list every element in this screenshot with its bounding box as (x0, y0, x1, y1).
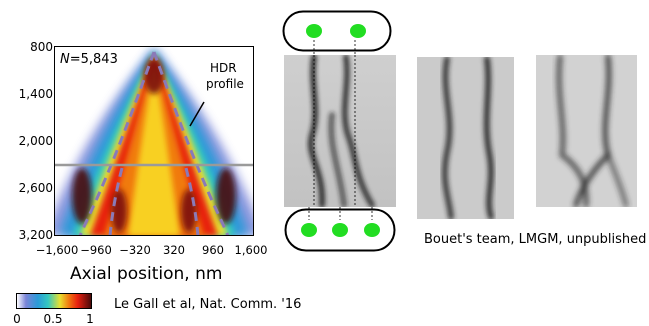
x-tick: −960 (80, 243, 112, 257)
kymograph-image (417, 57, 514, 219)
cell-two-foci-icon (282, 10, 392, 52)
guide-lines (308, 40, 373, 220)
colorbar (16, 293, 92, 309)
kymograph-image (536, 55, 637, 207)
x-tick: 1,600 (234, 243, 268, 257)
kymograph-image (284, 55, 396, 207)
cell-three-foci-icon (284, 208, 396, 252)
sample-size-label: N=5,843 (60, 52, 118, 67)
credit-bouet-team: Bouet's team, LMGM, unpublished (424, 232, 647, 247)
credit-le-gall: Le Gall et al, Nat. Comm. '16 (114, 297, 302, 312)
colorbar-tick: 0 (13, 312, 21, 326)
heatmap-plot (54, 46, 254, 236)
x-axis-title: Axial position, nm (70, 264, 223, 284)
colorbar-tick: 0.5 (43, 312, 63, 326)
x-tick: 320 (163, 243, 185, 257)
y-tick: 1,400 (18, 87, 53, 101)
y-tick: 2,000 (18, 134, 53, 148)
x-tick: −1,600 (35, 243, 79, 257)
y-tick: 3,200 (18, 228, 53, 242)
hdr-profile-label: HDR profile (206, 61, 244, 91)
x-tick: −320 (119, 243, 151, 257)
y-tick: 800 (30, 40, 53, 54)
colorbar-tick: 1 (86, 312, 94, 326)
x-tick: 960 (202, 243, 224, 257)
y-tick: 2,600 (18, 181, 53, 195)
